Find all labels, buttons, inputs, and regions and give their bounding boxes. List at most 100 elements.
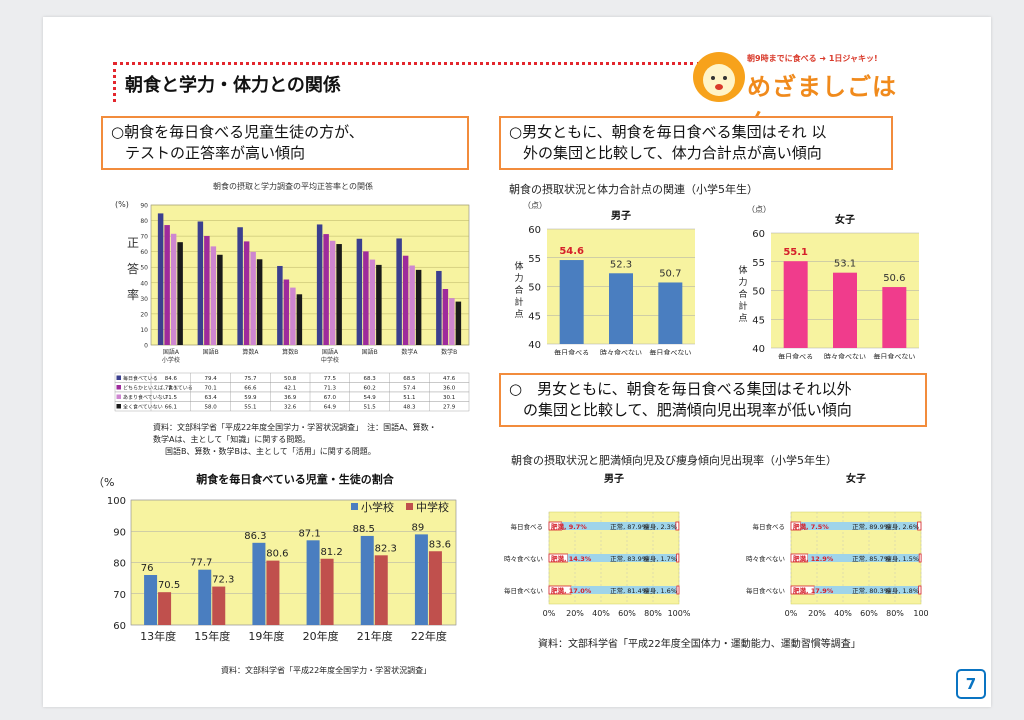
- y-tick-label: 0: [144, 343, 148, 350]
- x-tick-label: 20年度: [303, 629, 339, 643]
- chart-title: 男子: [604, 473, 624, 485]
- legend-label: 小学校: [361, 500, 394, 514]
- data-label: 痩身, 2.3%: [643, 522, 677, 531]
- x-tick-label: 60%: [860, 609, 878, 618]
- data-label: 正常, 87.9%: [610, 522, 648, 531]
- logo-graphic: [693, 52, 745, 102]
- point-line-1: ○ 男女ともに、朝食を毎日食べる集団はそれ以外: [509, 380, 852, 398]
- bar: [409, 265, 415, 345]
- bar: [414, 534, 428, 625]
- point-line-1: ○朝食を毎日食べる児童生徒の方が、: [111, 123, 364, 141]
- point-line-1: ○男女ともに、朝食を毎日食べる集団はそれ 以: [509, 123, 827, 141]
- stacked-segment: [567, 554, 677, 562]
- y-tick-label: 70: [140, 234, 148, 241]
- data-label: 76: [141, 563, 154, 574]
- obesity-boys-chart: 男子 0% 20% 40% 60% 80% 100% 毎日食べる 肥満, 9.7% 正常, 87.…: [504, 473, 691, 618]
- y-tick-label: 90: [113, 527, 126, 538]
- bar: [360, 535, 374, 625]
- x-tick-label: 40%: [834, 609, 852, 618]
- source-note-academic: 資料：文部科学省「平成22年度全国学力・学習状況調査」 注：国語A、算数・ 数学…: [153, 422, 483, 458]
- x-tick-label: 100%: [668, 609, 691, 618]
- x-tick-label: 時々食べない: [824, 352, 866, 359]
- y-axis-label: 答: [127, 261, 139, 276]
- bar: [296, 294, 303, 345]
- source-note-rate: 資料：文部科学省「平成22年度全国学力・学習状況調査」: [221, 666, 432, 675]
- data-label: 88.5: [353, 524, 375, 535]
- stacked-segment: [814, 586, 919, 594]
- y-axis-label: 力: [738, 276, 747, 288]
- source-line-1: 資料：文部科学省「平成22年度全国学力・学習状況調査」 注：国語A、算数・: [153, 423, 437, 432]
- data-label: 正常, 81.4%: [610, 586, 648, 595]
- data-label: 肥満, 7.5%: [793, 522, 829, 531]
- point-line-2: テストの正答率が高い傾向: [125, 144, 306, 162]
- stacked-segment: [561, 522, 676, 530]
- x-tick-label: 13年度: [140, 629, 176, 643]
- table-cell: 71.5: [165, 395, 178, 401]
- slide-title: 朝食と学力・体力との関係: [125, 75, 341, 96]
- stacked-segment: [918, 553, 922, 563]
- y-axis-label: 体: [514, 260, 523, 272]
- y-tick-label: 80: [140, 218, 148, 225]
- y-tick-label: 100: [107, 496, 126, 507]
- bar: [329, 240, 336, 345]
- bar: [164, 225, 170, 345]
- y-unit: （点）: [747, 205, 771, 214]
- obesity-girls-chart-panel: 女子 0% 20% 40% 60% 80% 100 毎日食べる 肥満, 7.5% 正常, 89.9…: [699, 472, 935, 627]
- bar: [256, 259, 263, 345]
- y-unit: （点）: [523, 201, 547, 210]
- table-cell: 63.4: [205, 395, 218, 401]
- x-tick-label: 22年度: [411, 629, 447, 643]
- point-box-academic: ○朝食を毎日食べる児童生徒の方が、 テストの正答率が高い傾向: [101, 116, 469, 170]
- data-label: 54.6: [559, 246, 584, 257]
- data-label: 70.5: [158, 580, 180, 591]
- data-label: 痩身, 1.8%: [885, 586, 919, 595]
- table-series-name: あまり食べていない: [123, 394, 168, 401]
- bar: [210, 246, 217, 345]
- x-tick-label: 毎日食べる: [778, 352, 813, 359]
- y-tick-label: 80: [113, 559, 126, 570]
- point-box-obesity: ○ 男女ともに、朝食を毎日食べる集団はそれ以外 の集団と比較して、肥満傾向児出現…: [499, 373, 927, 427]
- breakfast-rate-chart-panel: （% 朝食を毎日食べている児童・生徒の割合 60 70 80 90 100 76 70.5 13年…: [89, 472, 461, 647]
- fitness-girls-chart: （点） 女子 40 45 50 55 60 体力合計点 55.1 毎日食べる 53.1 時々食べない 5…: [738, 205, 919, 361]
- bar: [356, 238, 363, 345]
- y-tick-label: 50: [528, 283, 541, 294]
- data-label: 肥満, 17.0%: [551, 586, 592, 595]
- data-label: 80.6: [266, 549, 288, 560]
- y-tick-label: 毎日食べない: [504, 586, 543, 595]
- legend-swatch: [116, 375, 121, 380]
- bar: [336, 244, 342, 345]
- x-tick-label: 国語A: [322, 348, 339, 356]
- table-cell: 68.3: [364, 376, 377, 382]
- x-tick-label: 毎日食べない: [873, 352, 915, 359]
- bar: [204, 235, 210, 345]
- table-cell: 64.9: [324, 405, 337, 411]
- x-tick-label: 国語A: [163, 348, 180, 356]
- data-label: 83.6: [429, 539, 451, 550]
- y-tick-label: 70: [113, 590, 126, 601]
- y-axis-label: 点: [738, 313, 747, 324]
- slide: 朝食と学力・体力との関係 朝9時までに食べる ➜ 1日ジャキッ! めざましごはん…: [43, 17, 991, 707]
- bar: [212, 586, 226, 625]
- y-tick-label: 60: [528, 225, 541, 236]
- table-cell: 47.6: [443, 376, 456, 382]
- x-tick-label: 80%: [644, 609, 662, 618]
- bar: [559, 260, 584, 344]
- y-tick-label: 55: [528, 254, 541, 265]
- stacked-segment: [676, 585, 680, 595]
- table-cell: 36.9: [284, 395, 297, 401]
- data-label: 肥満, 9.7%: [551, 522, 587, 531]
- bar: [658, 282, 683, 344]
- table-cell: 54.9: [364, 395, 377, 401]
- bar: [177, 242, 183, 345]
- data-label: 81.2: [320, 547, 342, 558]
- x-tick-label: 算数B: [282, 348, 298, 356]
- bar: [170, 233, 177, 345]
- table-cell: 66.6: [244, 386, 257, 392]
- y-axis-label: 力: [514, 272, 523, 284]
- bar: [455, 301, 462, 345]
- data-label: 77.7: [190, 558, 212, 569]
- bar: [252, 542, 266, 625]
- data-label: 痩身, 1.6%: [643, 586, 677, 595]
- y-axis-label: 率: [127, 287, 139, 302]
- bar: [266, 560, 280, 625]
